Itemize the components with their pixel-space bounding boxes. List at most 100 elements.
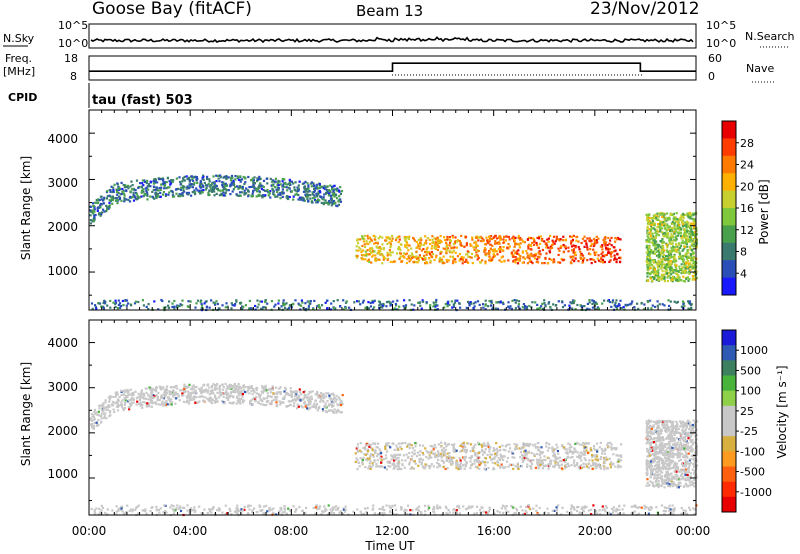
heatmap-cell: [647, 246, 650, 249]
heatmap-cell: [230, 183, 233, 187]
heatmap-cell: [507, 450, 510, 453]
heatmap-cell: [237, 398, 240, 401]
heatmap-cell: [518, 300, 521, 303]
heatmap-cell: [391, 251, 394, 254]
heatmap-cell: [274, 395, 277, 399]
heatmap-cell: [446, 452, 449, 455]
heatmap-cell: [611, 299, 615, 302]
heatmap-cell: [174, 391, 178, 394]
heatmap-cell: [661, 220, 664, 224]
heatmap-cell: [693, 266, 696, 269]
heatmap-cell: [677, 270, 680, 273]
heatmap-cell: [545, 445, 548, 448]
heatmap-cell: [561, 239, 565, 242]
heatmap-cell: [485, 444, 488, 447]
heatmap-cell: [206, 384, 209, 387]
heatmap-cell: [420, 249, 423, 252]
heatmap-cell: [601, 248, 604, 251]
heatmap-cell: [408, 299, 411, 302]
heatmap-cell: [695, 243, 698, 246]
heatmap-cell: [475, 253, 478, 256]
heatmap-cell: [265, 396, 268, 400]
heatmap-cell: [224, 184, 227, 187]
heatmap-cell: [95, 411, 98, 414]
heatmap-cell: [694, 278, 697, 281]
heatmap-cell: [99, 206, 102, 209]
heatmap-cell: [615, 258, 618, 261]
heatmap-cell: [377, 249, 380, 252]
heatmap-cell: [689, 254, 693, 257]
heatmap-cell: [285, 405, 289, 408]
heatmap-cell: [596, 459, 599, 462]
heatmap-cell: [175, 192, 178, 195]
heatmap-cell: [253, 176, 256, 179]
heatmap-cell: [368, 445, 371, 448]
heatmap-cell: [652, 216, 655, 220]
heatmap-cell: [114, 402, 117, 405]
heatmap-cell: [298, 303, 301, 306]
heatmap-cell: [687, 238, 690, 241]
heatmap-cell: [292, 195, 295, 198]
heatmap-cell: [330, 397, 333, 400]
heatmap-cell: [654, 240, 658, 243]
heatmap-cell: [311, 191, 314, 194]
heatmap-cell: [675, 301, 678, 304]
heatmap-cell: [495, 447, 498, 450]
heatmap-cell: [455, 463, 458, 466]
heatmap-cell: [240, 398, 243, 401]
heatmap-cell: [518, 246, 521, 249]
heatmap-cell: [223, 194, 226, 197]
heatmap-cell: [412, 467, 416, 470]
heatmap-cell: [425, 260, 428, 264]
heatmap-cell: [694, 230, 697, 234]
heatmap-cell: [240, 191, 244, 194]
heatmap-cell: [307, 184, 310, 187]
heatmap-cell: [261, 194, 265, 197]
heatmap-cell: [418, 444, 422, 447]
heatmap-cell: [183, 387, 186, 391]
heatmap-cell: [379, 247, 382, 250]
heatmap-cell: [690, 258, 693, 261]
heatmap-cell: [284, 388, 288, 391]
heatmap-cell: [399, 249, 402, 252]
heatmap-cell: [187, 191, 191, 194]
heatmap-cell: [541, 302, 544, 305]
heatmap-cell: [659, 227, 662, 230]
heatmap-cell: [381, 304, 384, 307]
heatmap-cell: [314, 405, 317, 408]
heatmap-cell: [645, 240, 648, 243]
heatmap-cell: [487, 252, 490, 255]
heatmap-cell: [432, 301, 435, 304]
heatmap-cell: [494, 455, 497, 458]
heatmap-cell: [482, 306, 485, 309]
heatmap-cell: [95, 198, 98, 202]
heatmap-cell: [541, 467, 544, 470]
heatmap-cell: [437, 450, 440, 453]
heatmap-cell: [369, 459, 372, 463]
heatmap-cell: [657, 223, 660, 226]
heatmap-cell: [449, 239, 452, 243]
heatmap-cell: [657, 215, 660, 218]
heatmap-cell: [327, 409, 330, 413]
heatmap-cell: [100, 305, 103, 308]
heatmap-cell: [445, 457, 448, 460]
heatmap-cell: [657, 278, 660, 281]
heatmap-cell: [167, 396, 170, 400]
heatmap-cell: [512, 255, 515, 258]
heatmap-cell: [302, 391, 305, 394]
heatmap-cell: [171, 401, 174, 404]
heatmap-cell: [152, 402, 155, 405]
heatmap-cell: [192, 183, 195, 186]
heatmap-cell: [439, 445, 442, 448]
heatmap-cell: [232, 395, 235, 398]
heatmap-cell: [172, 395, 175, 398]
heatmap-cell: [617, 302, 621, 306]
heatmap-cell: [206, 391, 209, 394]
heatmap-cell: [128, 408, 131, 411]
heatmap-cell: [571, 258, 574, 261]
heatmap-cell: [373, 242, 376, 245]
heatmap-cell: [244, 385, 247, 389]
heatmap-cell: [398, 238, 401, 241]
heatmap-cell: [304, 190, 307, 193]
heatmap-cell: [170, 403, 173, 406]
